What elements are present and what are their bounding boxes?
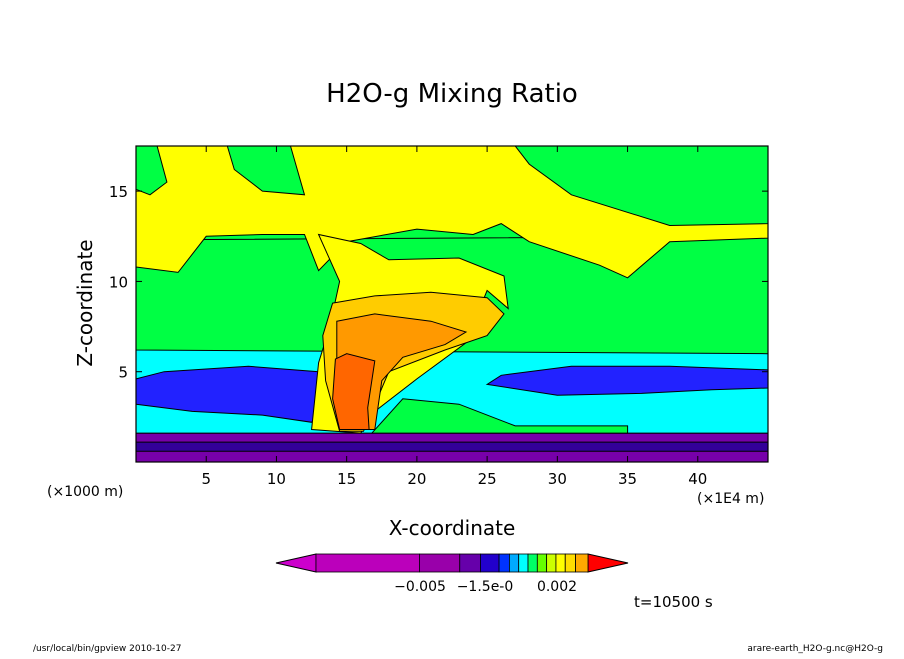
footer-left: /usr/local/bin/gpview 2010-10-27: [33, 644, 181, 654]
x-tick-label: 40: [688, 470, 707, 488]
y-tick-label: 5: [118, 364, 128, 382]
plot-area: [135, 145, 769, 463]
colorbar-low-arrow: [275, 553, 317, 573]
x-tick-label: 5: [201, 470, 211, 488]
x-tick-label: 15: [337, 470, 356, 488]
plot-frame: [135, 145, 769, 463]
x-tick-label: 30: [548, 470, 567, 488]
x-unit-right: (×1E4 m): [697, 491, 764, 507]
colorbar-high-arrow: [587, 553, 629, 573]
colorbar-swatch: [546, 553, 557, 573]
x-axis-label: X-coordinate: [389, 516, 516, 540]
colorbar-swatch: [575, 553, 589, 573]
y-tick-label: 10: [109, 273, 128, 291]
x-tick-label: 25: [478, 470, 497, 488]
colorbar-swatch: [536, 553, 548, 573]
axis-ticks: 5 10 15 20 25 30 35 40 5 10 15: [109, 146, 768, 488]
colorbar-swatch: [498, 553, 510, 573]
time-label: t=10500 s: [634, 593, 713, 611]
x-unit-left: (×1000 m): [47, 484, 123, 500]
surface-dark-band: [136, 441, 768, 452]
colorbar-swatch: [518, 553, 529, 573]
green-top-patch-right: [514, 146, 768, 227]
colorbar-swatch: [564, 553, 576, 573]
dark-orange-core: [332, 353, 376, 430]
green-lower-bumps: [370, 398, 629, 434]
colorbar: [275, 553, 629, 573]
x-tick-label: 20: [407, 470, 426, 488]
green-top-patch-left: [136, 146, 168, 196]
colorbar-label-3: 0.002: [537, 579, 577, 595]
y-tick-label: 15: [109, 183, 128, 201]
x-tick-label: 35: [618, 470, 637, 488]
footer-right: arare-earth_H2O-g.nc@H2O-g: [747, 644, 883, 654]
green-top-patch-mid: [226, 146, 306, 196]
colorbar-swatch: [555, 553, 566, 573]
colorbar-swatch: [508, 553, 520, 573]
colorbar-swatch: [419, 553, 461, 573]
blue-layer-right: [485, 365, 768, 396]
colorbar-label-1: −0.005: [394, 579, 446, 595]
x-tick-label: 10: [267, 470, 286, 488]
y-axis-label: Z-coordinate: [73, 239, 97, 366]
colorbar-swatch: [480, 553, 500, 573]
colorbar-swatch: [527, 553, 538, 573]
chart-title: H2O-g Mixing Ratio: [326, 79, 578, 109]
colorbar-swatch: [315, 553, 420, 573]
colorbar-label-2: −1.5e-0: [457, 579, 514, 595]
colorbar-swatch: [459, 553, 481, 573]
